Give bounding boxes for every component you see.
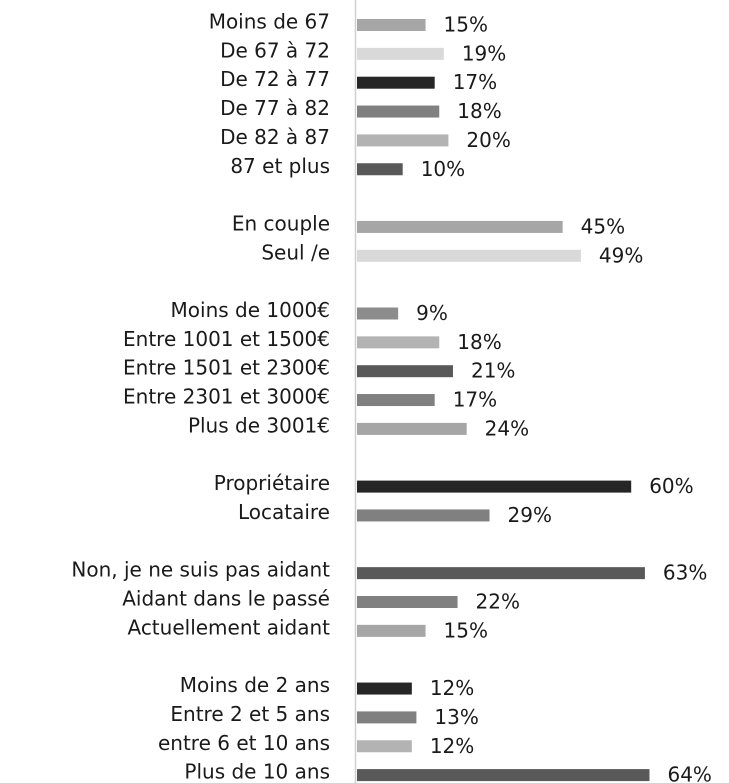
category-label: entre 6 et 10 ans — [158, 731, 330, 755]
bar — [357, 307, 399, 320]
category-label: Plus de 3001€ — [188, 413, 330, 437]
bar — [357, 105, 440, 118]
bar — [357, 163, 403, 176]
value-label: 64% — [667, 763, 711, 783]
bar — [357, 19, 426, 31]
category-label: Entre 2301 et 3000€ — [123, 385, 330, 409]
category-label: Seul /e — [261, 240, 330, 264]
category-label: Moins de 2 ans — [180, 673, 330, 697]
category-label: De 72 à 77 — [220, 67, 330, 91]
bar — [357, 365, 453, 378]
category-label: Moins de 67 — [209, 10, 330, 34]
value-label: 12% — [430, 734, 474, 758]
value-label: 9% — [416, 301, 448, 325]
category-label: 87 et plus — [230, 154, 330, 178]
bar — [357, 509, 490, 522]
bar — [357, 480, 632, 493]
value-label: 18% — [457, 330, 501, 354]
value-label: 24% — [485, 416, 529, 440]
value-label: 10% — [421, 157, 465, 181]
category-label: Entre 1001 et 1500€ — [123, 327, 330, 351]
bar — [357, 76, 435, 89]
bar — [357, 711, 417, 724]
value-label: 45% — [581, 214, 625, 238]
value-label: 15% — [444, 618, 488, 642]
value-label: 63% — [663, 561, 707, 585]
value-label: 17% — [453, 388, 497, 412]
value-label: 19% — [462, 41, 506, 65]
bar — [357, 422, 467, 435]
value-label: 22% — [476, 590, 520, 614]
value-label: 13% — [434, 705, 478, 729]
category-label: Entre 2 et 5 ans — [170, 702, 330, 726]
bar — [357, 682, 412, 695]
bar — [357, 249, 581, 262]
bar — [357, 134, 449, 147]
bar — [357, 567, 645, 580]
bar — [357, 624, 426, 637]
category-label: Plus de 10 ans — [184, 760, 330, 783]
category-label: Locataire — [238, 500, 330, 524]
category-label: Propriétaire — [214, 471, 330, 495]
bar — [357, 336, 440, 349]
category-label: Actuellement aidant — [127, 615, 330, 639]
bar — [357, 769, 650, 782]
value-label: 49% — [599, 243, 643, 267]
value-label: 20% — [466, 128, 510, 152]
value-label: 29% — [508, 503, 552, 527]
bar — [357, 47, 444, 60]
category-label: Non, je ne suis pas aidant — [71, 558, 330, 582]
category-label: Moins de 1000€ — [171, 298, 330, 322]
value-label: 21% — [471, 359, 515, 383]
category-label: De 77 à 82 — [220, 96, 330, 120]
bar — [357, 394, 435, 407]
bar — [357, 596, 458, 608]
category-label: Aidant dans le passé — [122, 587, 330, 611]
category-label: De 67 à 72 — [220, 38, 330, 62]
value-label: 60% — [649, 474, 693, 498]
category-label: Entre 1501 et 2300€ — [123, 356, 330, 380]
category-label: De 82 à 87 — [220, 125, 330, 149]
value-label: 18% — [457, 99, 501, 123]
category-label: En couple — [232, 211, 330, 235]
bar — [357, 740, 412, 753]
value-label: 17% — [453, 70, 497, 94]
value-label: 12% — [430, 676, 474, 700]
value-label: 15% — [444, 13, 488, 37]
bar — [357, 220, 563, 233]
